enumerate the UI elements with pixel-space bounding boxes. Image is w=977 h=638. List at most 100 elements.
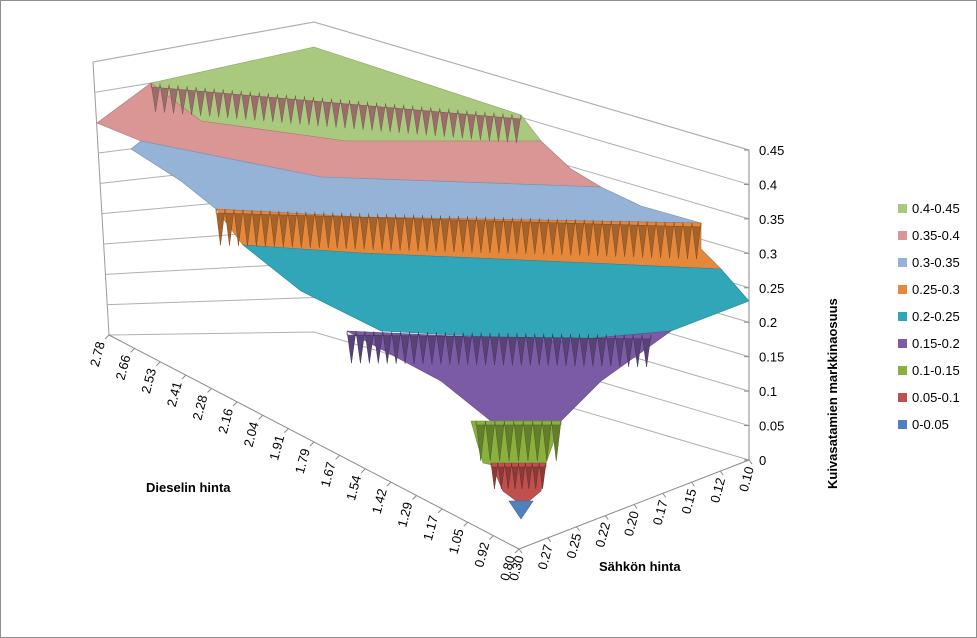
electricity-tick-mark — [604, 515, 609, 520]
legend-label: 0.15-0.2 — [912, 336, 960, 351]
surface-plot — [96, 46, 750, 520]
electricity-tick-mark — [662, 493, 667, 498]
diesel-tick-label: 2.28 — [189, 393, 210, 421]
diesel-tick-label: 0.92 — [471, 541, 492, 569]
electricity-tick-label: 0.17 — [650, 498, 671, 526]
legend-swatch — [898, 231, 907, 240]
surface-band — [346, 330, 673, 430]
surface-band — [242, 244, 750, 342]
electricity-tick-label: 0.20 — [621, 509, 642, 537]
diesel-tick-label: 1.67 — [317, 460, 338, 488]
z-axis-title: Kuivasatamien markkinaosuus — [825, 298, 840, 489]
legend-swatch — [898, 339, 907, 348]
diesel-tick-mark — [309, 441, 315, 447]
electricity-tick-label: 0.27 — [535, 543, 556, 571]
electricity-tick-mark — [633, 504, 638, 509]
diesel-tick-label: 2.41 — [164, 380, 185, 408]
electricity-tick-label: 0.12 — [707, 476, 728, 504]
diesel-tick-mark — [360, 468, 366, 474]
diesel-tick-mark — [489, 535, 494, 540]
diesel-tick-mark — [437, 508, 443, 514]
electricity-tick-label: 0.22 — [592, 521, 613, 549]
diesel-tick-label: 1.54 — [343, 474, 364, 502]
electricity-tick-label: 0.30 — [506, 554, 527, 582]
z-tick-label: 0.15 — [759, 350, 784, 365]
z-tick-label: 0.35 — [759, 212, 784, 227]
diesel-axis-title: Dieselin hinta — [146, 480, 231, 495]
electricity-tick-mark — [691, 481, 695, 487]
diesel-tick-mark — [130, 348, 135, 353]
diesel-tick-label: 2.53 — [138, 367, 159, 395]
surface-step-front — [475, 420, 562, 462]
diesel-tick-mark — [463, 521, 469, 527]
diesel-tick-label: 1.17 — [420, 514, 441, 542]
legend-label: 0.4-0.45 — [912, 201, 960, 216]
diesel-tick-mark — [104, 334, 110, 340]
chart-axes — [104, 149, 753, 554]
z-tick-label: 0.05 — [759, 419, 784, 434]
electricity-axis-tick-labels: 0.10 0.12 0.15 0.17 0.20 0.22 0.25 0.27 0.30 — [506, 465, 757, 582]
diesel-tick-label: 0.80 — [497, 554, 518, 582]
surface-step-front — [346, 330, 652, 368]
diesel-tick-label: 1.29 — [394, 500, 415, 528]
legend-swatch — [898, 420, 907, 429]
diesel-tick-mark — [284, 428, 289, 433]
z-tick-label: 0.2 — [759, 315, 777, 330]
diesel-tick-label: 1.79 — [292, 447, 313, 475]
diesel-tick-label: 1.05 — [446, 527, 467, 555]
z-gridline — [108, 331, 750, 461]
diesel-tick-label: 1.42 — [369, 487, 390, 515]
z-tick-label: 0.45 — [759, 143, 784, 158]
surface-band — [508, 500, 534, 520]
diesel-tick-label: 2.78 — [87, 340, 108, 368]
legend-label: 0.1-0.15 — [912, 363, 960, 378]
diesel-tick-mark — [232, 401, 238, 407]
legend-swatch — [898, 366, 907, 375]
diesel-tick-mark — [335, 455, 340, 460]
z-gridline — [92, 21, 750, 151]
diesel-tick-label: 1.91 — [266, 434, 287, 462]
diesel-tick-label: 2.66 — [112, 353, 133, 381]
electricity-tick-label: 0.15 — [678, 487, 699, 515]
z-tick-label: 0.3 — [759, 246, 777, 261]
z-tick-label: 0.4 — [759, 177, 777, 192]
legend-label: 0.05-0.1 — [912, 390, 960, 405]
diesel-tick-label: 2.04 — [241, 420, 262, 448]
diesel-tick-mark — [386, 481, 392, 487]
electricity-axis-title: Sähkön hinta — [599, 559, 681, 574]
z-tick-label: 0.25 — [759, 281, 784, 296]
diesel-tick-mark — [258, 414, 264, 420]
diesel-tick-mark — [207, 388, 212, 393]
legend-swatch — [898, 285, 907, 294]
diesel-tick-mark — [412, 495, 417, 500]
legend-swatch — [898, 204, 907, 213]
diesel-axis-tick-labels: 2.78 2.66 2.53 2.41 2.28 2.16 2.04 1.91 1.79 1.67… — [87, 340, 518, 582]
electricity-tick-mark — [518, 548, 523, 554]
z-axis-tick-labels: 0 0.05 0.1 0.15 0.2 0.25 0.3 0.35 0.4 0.45 — [759, 143, 784, 468]
diesel-tick-mark — [155, 361, 161, 367]
z-tick-label: 0.1 — [759, 384, 777, 399]
legend-swatch — [898, 393, 907, 402]
diesel-tick-label: 2.16 — [215, 407, 236, 435]
legend-label: 0.35-0.4 — [912, 228, 960, 243]
legend-label: 0.2-0.25 — [912, 309, 960, 324]
legend-swatch — [898, 258, 907, 267]
surface-step-front — [215, 208, 702, 260]
electricity-tick-label: 0.10 — [736, 465, 757, 493]
surface-band — [130, 140, 702, 224]
diesel-tick-mark — [181, 374, 187, 380]
electricity-tick-mark — [748, 459, 753, 465]
surface-step-front — [490, 462, 547, 490]
z-tick-label: 0 — [759, 453, 766, 468]
electricity-tick-mark — [576, 526, 580, 532]
electricity-tick-mark — [719, 470, 724, 476]
legend-label: 0.25-0.3 — [912, 282, 960, 297]
electricity-tick-label: 0.25 — [563, 532, 584, 560]
legend-label: 0.3-0.35 — [912, 255, 960, 270]
diesel-tick-mark — [514, 548, 520, 554]
legend: 0.4-0.45 0.35-0.4 0.3-0.35 0.25-0.3 0.2-0.25… — [898, 201, 960, 432]
legend-label: 0-0.05 — [912, 417, 949, 432]
electricity-tick-mark — [547, 537, 552, 543]
